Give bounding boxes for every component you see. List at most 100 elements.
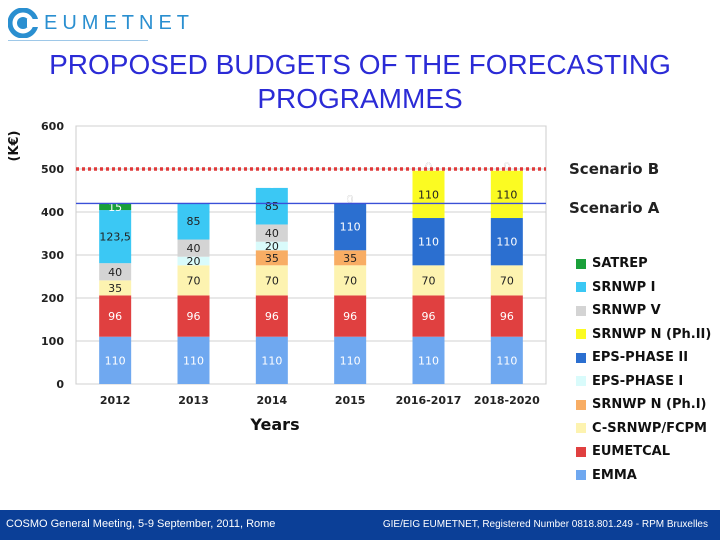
chart-legend: SATREP SRNWP I SRNWP V SRNWP N (Ph.II) EPS-P…	[576, 252, 716, 487]
bar-segment	[99, 280, 132, 296]
bar-segment	[255, 336, 288, 384]
legend-item: EPS-PHASE II	[576, 346, 716, 370]
legend-swatch	[576, 258, 586, 269]
legend-swatch	[576, 305, 586, 316]
legend-label: C-SRNWP/FCPM	[592, 420, 707, 436]
data-label: 35	[343, 252, 357, 265]
x-tick-label: 2018-2020	[474, 394, 540, 407]
data-label: 96	[343, 310, 357, 323]
bar-segment	[99, 263, 132, 281]
data-label: 110	[496, 236, 517, 249]
bar-segment	[334, 336, 367, 384]
bar-segment	[490, 265, 523, 296]
y-tick-label: 100	[41, 335, 64, 348]
bar-segment	[177, 256, 210, 266]
logo-text: EUMETNET	[44, 11, 194, 34]
legend-item: SRNWP V	[576, 299, 716, 323]
data-label: 40	[265, 227, 279, 240]
x-tick-label: 2015	[335, 394, 366, 407]
data-label: 70	[500, 274, 514, 287]
bar-segment	[177, 265, 210, 296]
legend-swatch	[576, 423, 586, 434]
logo-divider	[8, 40, 148, 41]
data-label: 0	[190, 193, 197, 206]
y-tick-label: 400	[41, 206, 64, 219]
data-label: 35	[265, 252, 279, 265]
bar-segment	[334, 250, 367, 266]
legend-item: EMMA	[576, 464, 716, 488]
bar-segment	[99, 295, 132, 337]
data-label: 35	[108, 282, 122, 295]
data-label: 110	[418, 354, 439, 367]
bar-segment	[490, 170, 523, 219]
data-label: 70	[343, 274, 357, 287]
bar-segment	[255, 187, 288, 225]
y-axis-label: (K€)	[7, 130, 22, 161]
bar-segment	[177, 336, 210, 384]
data-label: 110	[418, 188, 439, 201]
legend-swatch	[576, 376, 586, 387]
data-label: 0	[425, 161, 432, 174]
legend-item: C-SRNWP/FCPM	[576, 417, 716, 441]
legend-label: EPS-PHASE I	[592, 373, 684, 389]
bar-segment	[412, 336, 445, 384]
legend-item: EPS-PHASE I	[576, 370, 716, 394]
legend-label: SRNWP V	[592, 303, 661, 319]
footer-bar: COSMO General Meeting, 5-9 September, 20…	[0, 510, 720, 540]
data-label: 20	[187, 255, 201, 268]
budget-chart: 0100200300400500600(K€)110963540123,5152…	[7, 120, 547, 434]
legend-swatch	[576, 399, 586, 410]
legend-swatch	[576, 446, 586, 457]
bar-segment	[99, 203, 132, 211]
y-tick-label: 0	[56, 378, 64, 391]
legend-label: EMMA	[592, 467, 637, 483]
bar-segment	[412, 265, 445, 296]
eumetnet-logo-icon	[7, 7, 39, 39]
legend-item: SRNWP N (Ph.II)	[576, 323, 716, 347]
bar-segment	[177, 239, 210, 257]
data-label: 0	[425, 161, 432, 174]
legend-swatch	[576, 329, 586, 340]
data-label: 110	[183, 354, 204, 367]
data-label: 110	[340, 354, 361, 367]
bar-segment	[99, 210, 132, 264]
footer-event-text: COSMO General Meeting, 5-9 September, 20…	[6, 518, 276, 530]
data-label: 110	[418, 236, 439, 249]
bar-segment	[255, 250, 288, 266]
x-tick-label: 2012	[100, 394, 131, 407]
legend-label: SRNWP I	[592, 279, 656, 295]
title-line-1: PROPOSED BUDGETS OF THE FORECASTING	[49, 49, 671, 80]
x-tick-label: 2016-2017	[396, 394, 462, 407]
bar-segment	[255, 241, 288, 251]
data-label: 0	[347, 193, 354, 206]
data-label: 123,5	[99, 231, 131, 244]
bar-segment	[412, 170, 445, 219]
data-label: 110	[261, 354, 282, 367]
x-tick-label: 2013	[178, 394, 209, 407]
page-title: PROPOSED BUDGETS OF THE FORECASTING PROG…	[0, 48, 720, 116]
scenario-a-label: Scenario A	[569, 199, 660, 217]
data-label: 20	[265, 240, 279, 253]
legend-swatch	[576, 282, 586, 293]
data-label: 96	[422, 310, 436, 323]
data-label: 110	[105, 354, 126, 367]
data-label: 70	[265, 274, 279, 287]
legend-label: EPS-PHASE II	[592, 350, 689, 366]
scenario-b-label: Scenario B	[569, 160, 660, 178]
x-axis-label: Years	[249, 415, 299, 434]
legend-label: SRNWP N (Ph.II)	[592, 326, 712, 342]
data-label: 40	[187, 242, 201, 255]
legend-item: SATREP	[576, 252, 716, 276]
data-label: 70	[187, 274, 201, 287]
eumetnet-logo: EUMETNET	[7, 7, 194, 39]
data-label: 70	[422, 274, 436, 287]
data-label: 110	[340, 221, 361, 234]
bar-segment	[490, 336, 523, 384]
y-tick-label: 300	[41, 249, 64, 262]
footer-registration-text: GIE/EIG EUMETNET, Registered Number 0818…	[382, 519, 708, 530]
legend-label: EUMETCAL	[592, 444, 671, 460]
data-label: 40	[108, 266, 122, 279]
bar-segment	[490, 295, 523, 337]
y-tick-label: 200	[41, 292, 64, 305]
bar-segment	[334, 202, 367, 251]
